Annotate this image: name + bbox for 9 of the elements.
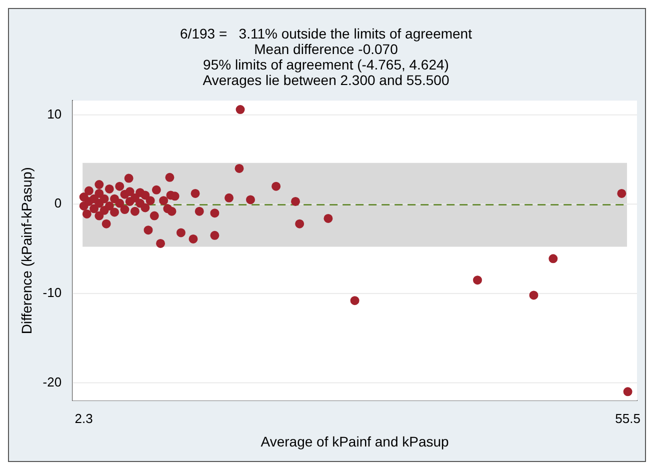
y-tick-label: 10	[47, 106, 62, 122]
y-tick-label: -10	[42, 285, 62, 300]
x-tick-label: 2.3	[74, 410, 93, 426]
x-axis-title: Average of kPainf and kPasup	[260, 433, 450, 450]
x-tick-label: 55.5	[615, 410, 640, 426]
y-tick-label: 0	[54, 196, 62, 211]
chart-title: 6/193 = 3.11% outside the limits of agreement Mean difference -0.070 95% limits of agreement (-4.765, 4.624) Averages lie between 2.300 and 55.500	[180, 26, 472, 88]
y-tick-label: -20	[42, 374, 62, 390]
y-axis-title: Difference (kPainf-kPasup)	[18, 167, 34, 334]
